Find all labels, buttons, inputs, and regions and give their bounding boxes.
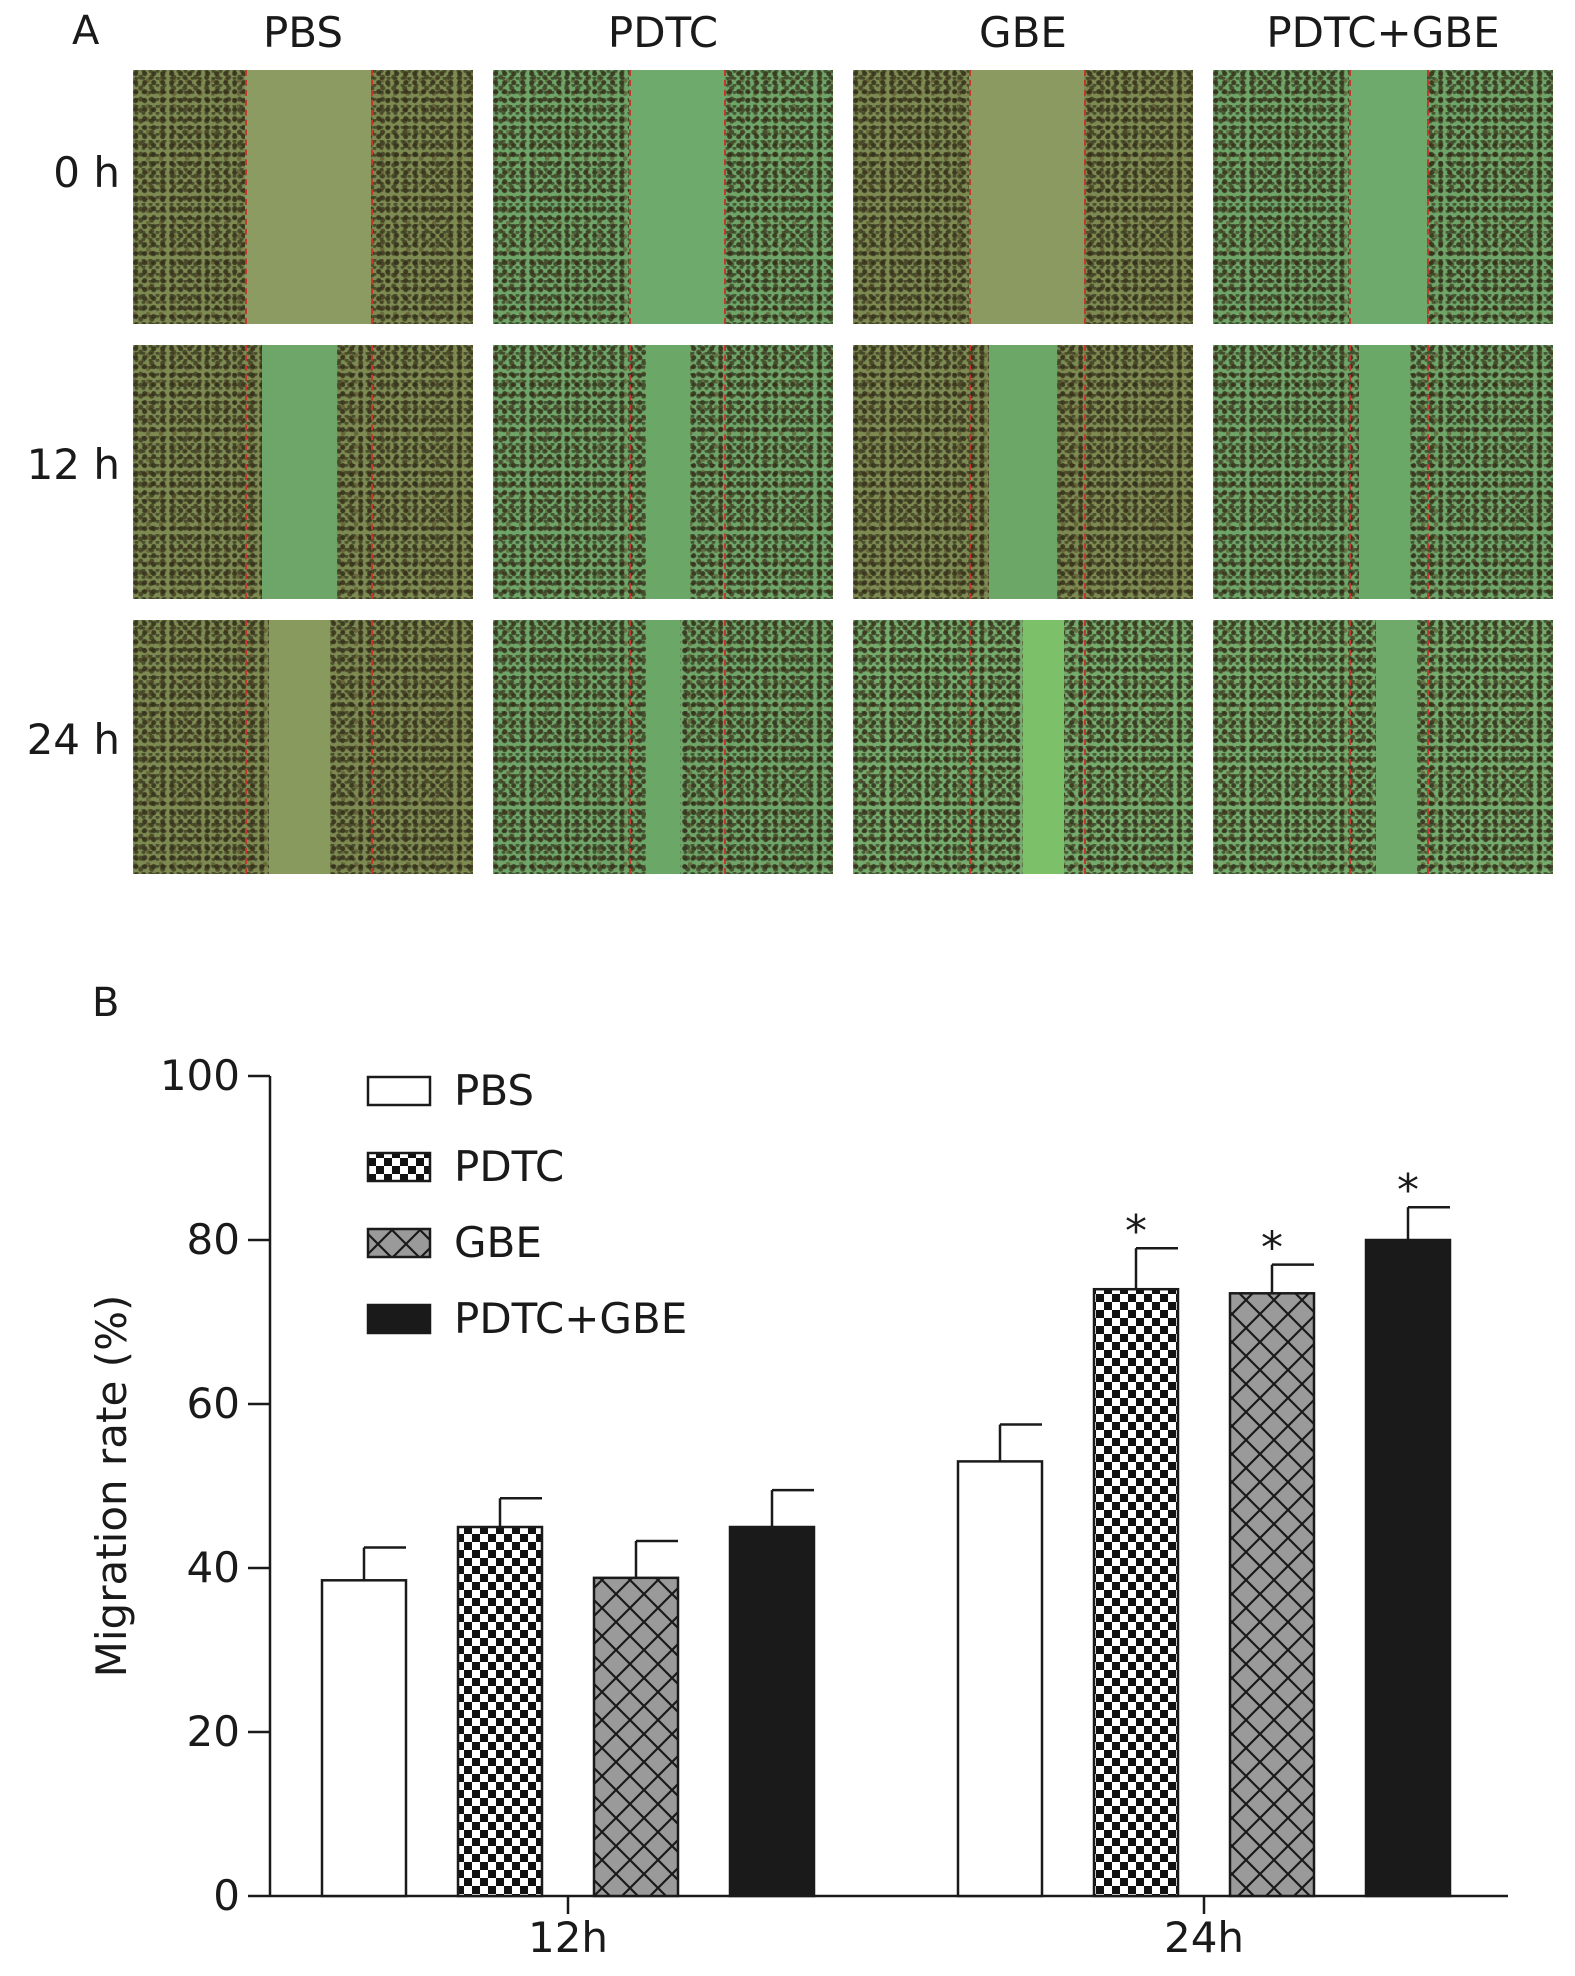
wound-edge-line [629, 70, 631, 324]
micrograph-pdtc-0h [493, 70, 833, 324]
significance-marker: * [1261, 1223, 1283, 1274]
wound-edge-line [968, 620, 971, 874]
bar-pdtc-12h [456, 1525, 544, 1898]
micrograph-pbs-0h [133, 70, 473, 324]
wound-edge-line [1349, 345, 1351, 599]
micrograph-pdtc-gbe-24h [1213, 620, 1553, 874]
x-tick-label: 12h [528, 1913, 608, 1962]
significance-marker: * [1125, 1206, 1147, 1257]
micrograph-pdtc-gbe-12h [1213, 345, 1553, 599]
micrograph-gbe-24h [853, 620, 1193, 874]
micrograph-gbe-0h [853, 70, 1193, 324]
wound-edge-line [245, 620, 248, 874]
bar-pdtc-gbe-12h [728, 1525, 816, 1898]
bar-gbe-12h [592, 1576, 680, 1898]
column-label-pdtc: PDTC [607, 8, 719, 57]
scratch-gap [629, 70, 725, 324]
column-label-pdtc-gbe: PDTC+GBE [1266, 8, 1500, 57]
wound-edge-line [1427, 70, 1430, 324]
scratch-gap [1349, 70, 1428, 324]
panel-a-letter: A [72, 8, 100, 54]
significance-marker: * [1397, 1165, 1419, 1216]
legend-swatch-pdtc [366, 1151, 432, 1183]
scratch-gap [646, 345, 691, 599]
wound-edge-line [1349, 70, 1351, 324]
wound-edge-line [1084, 345, 1087, 599]
wound-edge-line [245, 70, 248, 324]
legend-label-pdtc-gbe: PDTC+GBE [454, 1294, 687, 1343]
legend-label-gbe: GBE [454, 1218, 542, 1267]
bar-pdtc-gbe-24h [1364, 1238, 1452, 1898]
y-tick-label: 100 [160, 1051, 240, 1100]
micrograph-gbe-12h [853, 345, 1193, 599]
micrograph-pbs-12h [133, 345, 473, 599]
wound-edge-line [1084, 620, 1087, 874]
wound-edge-line [629, 620, 631, 874]
column-label-gbe: GBE [979, 8, 1067, 57]
legend-swatch-pdtc-gbe [366, 1303, 432, 1335]
wound-edge-line [371, 620, 373, 874]
micrograph-pdtc-12h [493, 345, 833, 599]
micrograph-pdtc-24h [493, 620, 833, 874]
legend-swatch-pbs [366, 1075, 432, 1107]
y-tick-label: 20 [187, 1707, 240, 1756]
wound-edge-line [1084, 70, 1087, 324]
wound-edge-line [724, 620, 727, 874]
wound-edge-line [629, 345, 631, 599]
wound-edge-line [724, 345, 727, 599]
row-label-12h: 12 h [26, 440, 120, 489]
scratch-gap [968, 70, 1085, 324]
y-tick-label: 60 [187, 1379, 240, 1428]
wound-edge-line [1427, 345, 1430, 599]
legend-swatch-gbe [366, 1227, 432, 1259]
row-label-0h: 0 h [53, 148, 120, 197]
micrograph-pdtc-gbe-0h [1213, 70, 1553, 324]
wound-edge-line [724, 70, 727, 324]
micrograph-pbs-24h [133, 620, 473, 874]
column-label-pbs: PBS [262, 8, 344, 57]
y-tick-label: 0 [213, 1871, 240, 1920]
wound-edge-line [245, 345, 248, 599]
wound-edge-line [371, 70, 373, 324]
wound-edge-line [968, 70, 971, 324]
bar-pbs-24h [956, 1460, 1044, 1898]
scratch-gap [245, 70, 371, 324]
legend-label-pbs: PBS [454, 1066, 534, 1115]
scratch-gap [262, 345, 337, 599]
x-tick-label: 24h [1164, 1913, 1244, 1962]
wound-edge-line [968, 345, 971, 599]
legend-label-pdtc: PDTC [454, 1142, 564, 1191]
bar-pdtc-24h [1092, 1287, 1180, 1898]
y-tick-label: 40 [187, 1543, 240, 1592]
y-tick-label: 80 [187, 1215, 240, 1264]
y-axis-title: Migration rate (%) [87, 1295, 136, 1678]
scratch-gap [646, 620, 680, 874]
wound-edge-line [1349, 620, 1351, 874]
bar-gbe-24h [1228, 1292, 1316, 1898]
migration-rate-bar-chart: 0 20 40 60 80 100 Migration rate (%) 12h 24h * * * P… [87, 1051, 1508, 1962]
scratch-gap [1359, 345, 1411, 599]
wound-edge-line [1427, 620, 1430, 874]
row-label-24h: 24 h [26, 715, 120, 764]
bar-pbs-12h [320, 1579, 408, 1898]
wound-edge-line [371, 345, 373, 599]
scratch-gap [989, 345, 1057, 599]
scratch-gap [1376, 620, 1417, 874]
scratch-gap [269, 620, 331, 874]
panel-b-letter: B [92, 980, 120, 1026]
scratch-gap [1023, 620, 1064, 874]
